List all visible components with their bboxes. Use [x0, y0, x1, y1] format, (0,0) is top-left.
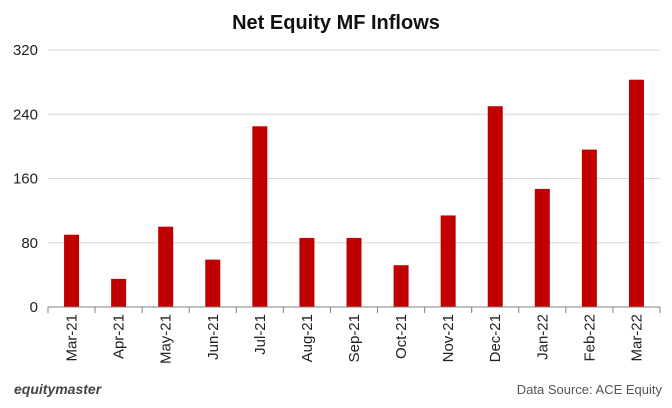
x-tick-label: Feb-22: [581, 314, 598, 362]
x-tick-label: Jul-21: [252, 314, 269, 355]
x-tick-label: Jan-22: [534, 314, 551, 360]
x-tick-label: May-21: [158, 314, 175, 364]
bar: [111, 278, 127, 307]
data-source-note: Data Source: ACE Equity: [516, 382, 662, 397]
x-tick-label: Mar-22: [628, 314, 645, 362]
bar: [393, 265, 409, 307]
x-tick-label: Oct-21: [393, 314, 410, 359]
y-tick-label: 0: [30, 299, 38, 316]
x-tick-label: Aug-21: [299, 314, 316, 362]
bars: [64, 79, 644, 307]
x-tick-label: Nov-21: [440, 314, 457, 362]
x-tick-label: Mar-21: [64, 314, 81, 362]
bar: [346, 237, 362, 307]
y-tick-label: 80: [21, 235, 38, 252]
bar: [440, 215, 456, 307]
bar: [487, 106, 503, 307]
y-tick-label: 160: [13, 171, 38, 188]
x-axis: [47, 306, 661, 313]
bar: [64, 234, 80, 307]
chart-title: Net Equity MF Inflows: [232, 12, 440, 34]
bar: [299, 237, 315, 307]
x-axis-ticks: Mar-21 Apr-21 May-21 Jun-21 Jul-21 Aug-21 Sep-…: [64, 314, 646, 364]
x-tick-label: Apr-21: [111, 314, 128, 359]
x-tick-label: Sep-21: [346, 314, 363, 362]
bar: [628, 79, 644, 307]
bar: [534, 188, 550, 307]
x-tick-label: Jun-21: [205, 314, 222, 360]
bar: [252, 126, 268, 307]
y-tick-label: 240: [13, 106, 38, 123]
bar: [205, 259, 221, 307]
bar: [581, 149, 597, 307]
bar: [158, 226, 174, 307]
brand-logo: equitymaster: [14, 381, 102, 397]
y-axis-ticks: 0 80 160 240 320: [13, 42, 38, 316]
gridlines: [48, 49, 660, 244]
y-tick-label: 320: [13, 42, 38, 59]
x-tick-label: Dec-21: [487, 314, 504, 362]
